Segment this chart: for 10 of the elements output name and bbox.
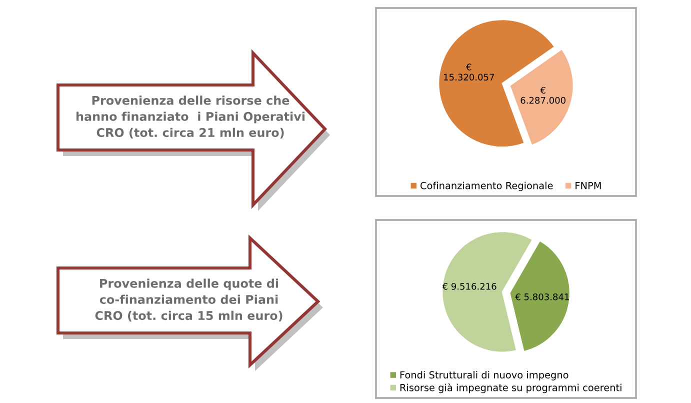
data-label: € 5.803.841 <box>515 293 569 300</box>
text: Provenienza delle quote di co-finanziamento dei Piani CRO (tot. circa 15 mln euro) <box>95 278 282 322</box>
legend-label: Risorse già impegnate su programmi coerenti <box>400 383 622 394</box>
data-label: € 6.287.000 <box>520 86 566 104</box>
legend-label: FNPM <box>576 182 601 190</box>
legend-label: Cofinanziamento Regionale <box>420 182 553 192</box>
legend-label: Fondi Strutturali di nuovo impegno <box>400 371 568 380</box>
data-label: € 15.320.057 <box>444 64 494 81</box>
data-label: € 9.516.216 <box>442 282 496 290</box>
text: Provenienza delle risorse che hanno finanziato i Piani Operativi CRO (tot. circa 21 mln euro) <box>76 96 304 138</box>
